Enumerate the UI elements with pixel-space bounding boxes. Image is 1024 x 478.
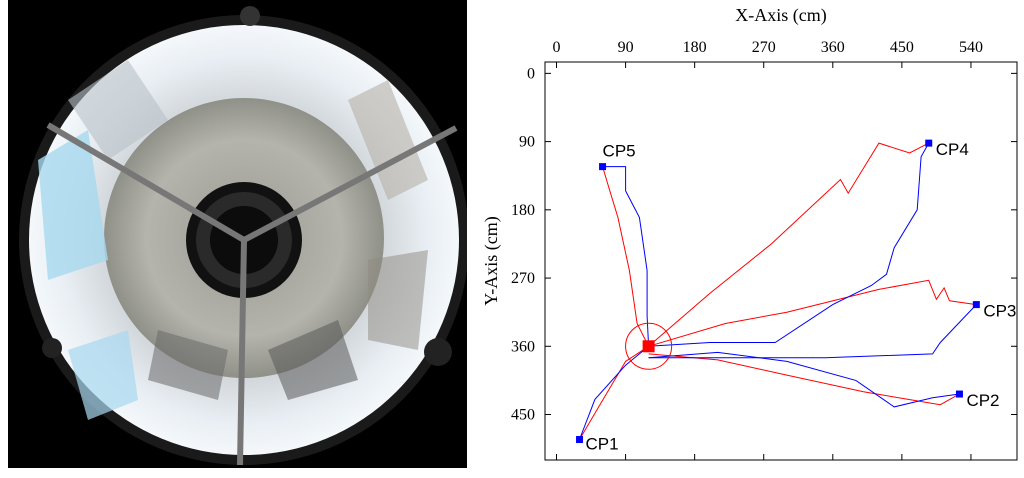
- trajectory-path-red-2: [602, 166, 650, 347]
- checkpoint-marker-cp3: [972, 301, 980, 309]
- y-tick-label: 360: [511, 338, 535, 355]
- y-axis-title: Y-Axis (cm): [481, 216, 502, 305]
- trajectory-path-red-3: [648, 142, 929, 347]
- x-tick-label: 0: [553, 39, 561, 56]
- y-tick-label: 0: [527, 65, 535, 82]
- checkpoint-marker-cp5: [599, 163, 607, 171]
- x-axis-title: X-Axis (cm): [735, 5, 826, 26]
- y-tick-label: 450: [511, 407, 535, 424]
- y-tick-label: 90: [519, 134, 535, 151]
- checkpoint-label-cp2: CP2: [966, 391, 999, 410]
- x-axis-ticks: 0 90 180 270 360 450 540: [553, 39, 983, 460]
- plot-area-frame: [544, 61, 1018, 461]
- start-region-circle: [625, 322, 673, 370]
- y-tick-label: 270: [511, 270, 535, 287]
- y-axis-ticks: 0 90 180 270 360 450: [511, 65, 1017, 424]
- x-tick-label: 270: [752, 39, 776, 56]
- x-tick-label: 360: [821, 39, 845, 56]
- trajectory-path-blue-2: [602, 166, 650, 347]
- x-tick-label: 90: [618, 39, 634, 56]
- markers: CP1 CP2 CP3 CP4 CP5: [576, 139, 1016, 454]
- fisheye-image-illustration: [8, 0, 469, 468]
- trajectory-path-blue-3: [648, 142, 930, 347]
- trajectory-lines: [579, 142, 977, 440]
- trajectory-path-red-5: [648, 353, 960, 406]
- checkpoint-label-cp5: CP5: [603, 142, 636, 161]
- checkpoint-marker-cp1: [576, 436, 584, 444]
- checkpoint-marker-cp4: [925, 139, 933, 147]
- checkpoint-label-cp3: CP3: [983, 302, 1016, 321]
- trajectory-path-blue-5: [648, 351, 960, 408]
- x-tick-label: 450: [890, 39, 914, 56]
- checkpoint-label-cp4: CP4: [936, 140, 969, 159]
- trajectory-path-red-4: [648, 279, 977, 347]
- checkpoint-marker-cp2: [955, 390, 963, 398]
- chart-svg: 0 90 180 270 360 450 540 0 90 180 270 360 450 X-Axi…: [481, 5, 1018, 461]
- trajectory-path-blue-4: [648, 304, 977, 359]
- trajectory-path-red-1: [579, 345, 649, 440]
- fisheye-camera-image: [8, 0, 469, 468]
- x-tick-label: 540: [959, 39, 983, 56]
- checkpoint-label-cp1: CP1: [586, 435, 619, 454]
- y-tick-label: 180: [511, 202, 535, 219]
- start-point-marker: [642, 340, 655, 353]
- x-tick-label: 180: [683, 39, 707, 56]
- trajectory-chart: 0 90 180 270 360 450 540 0 90 180 270 360 450 X-Axi…: [467, 0, 1024, 473]
- trajectory-path-blue-1: [579, 345, 649, 440]
